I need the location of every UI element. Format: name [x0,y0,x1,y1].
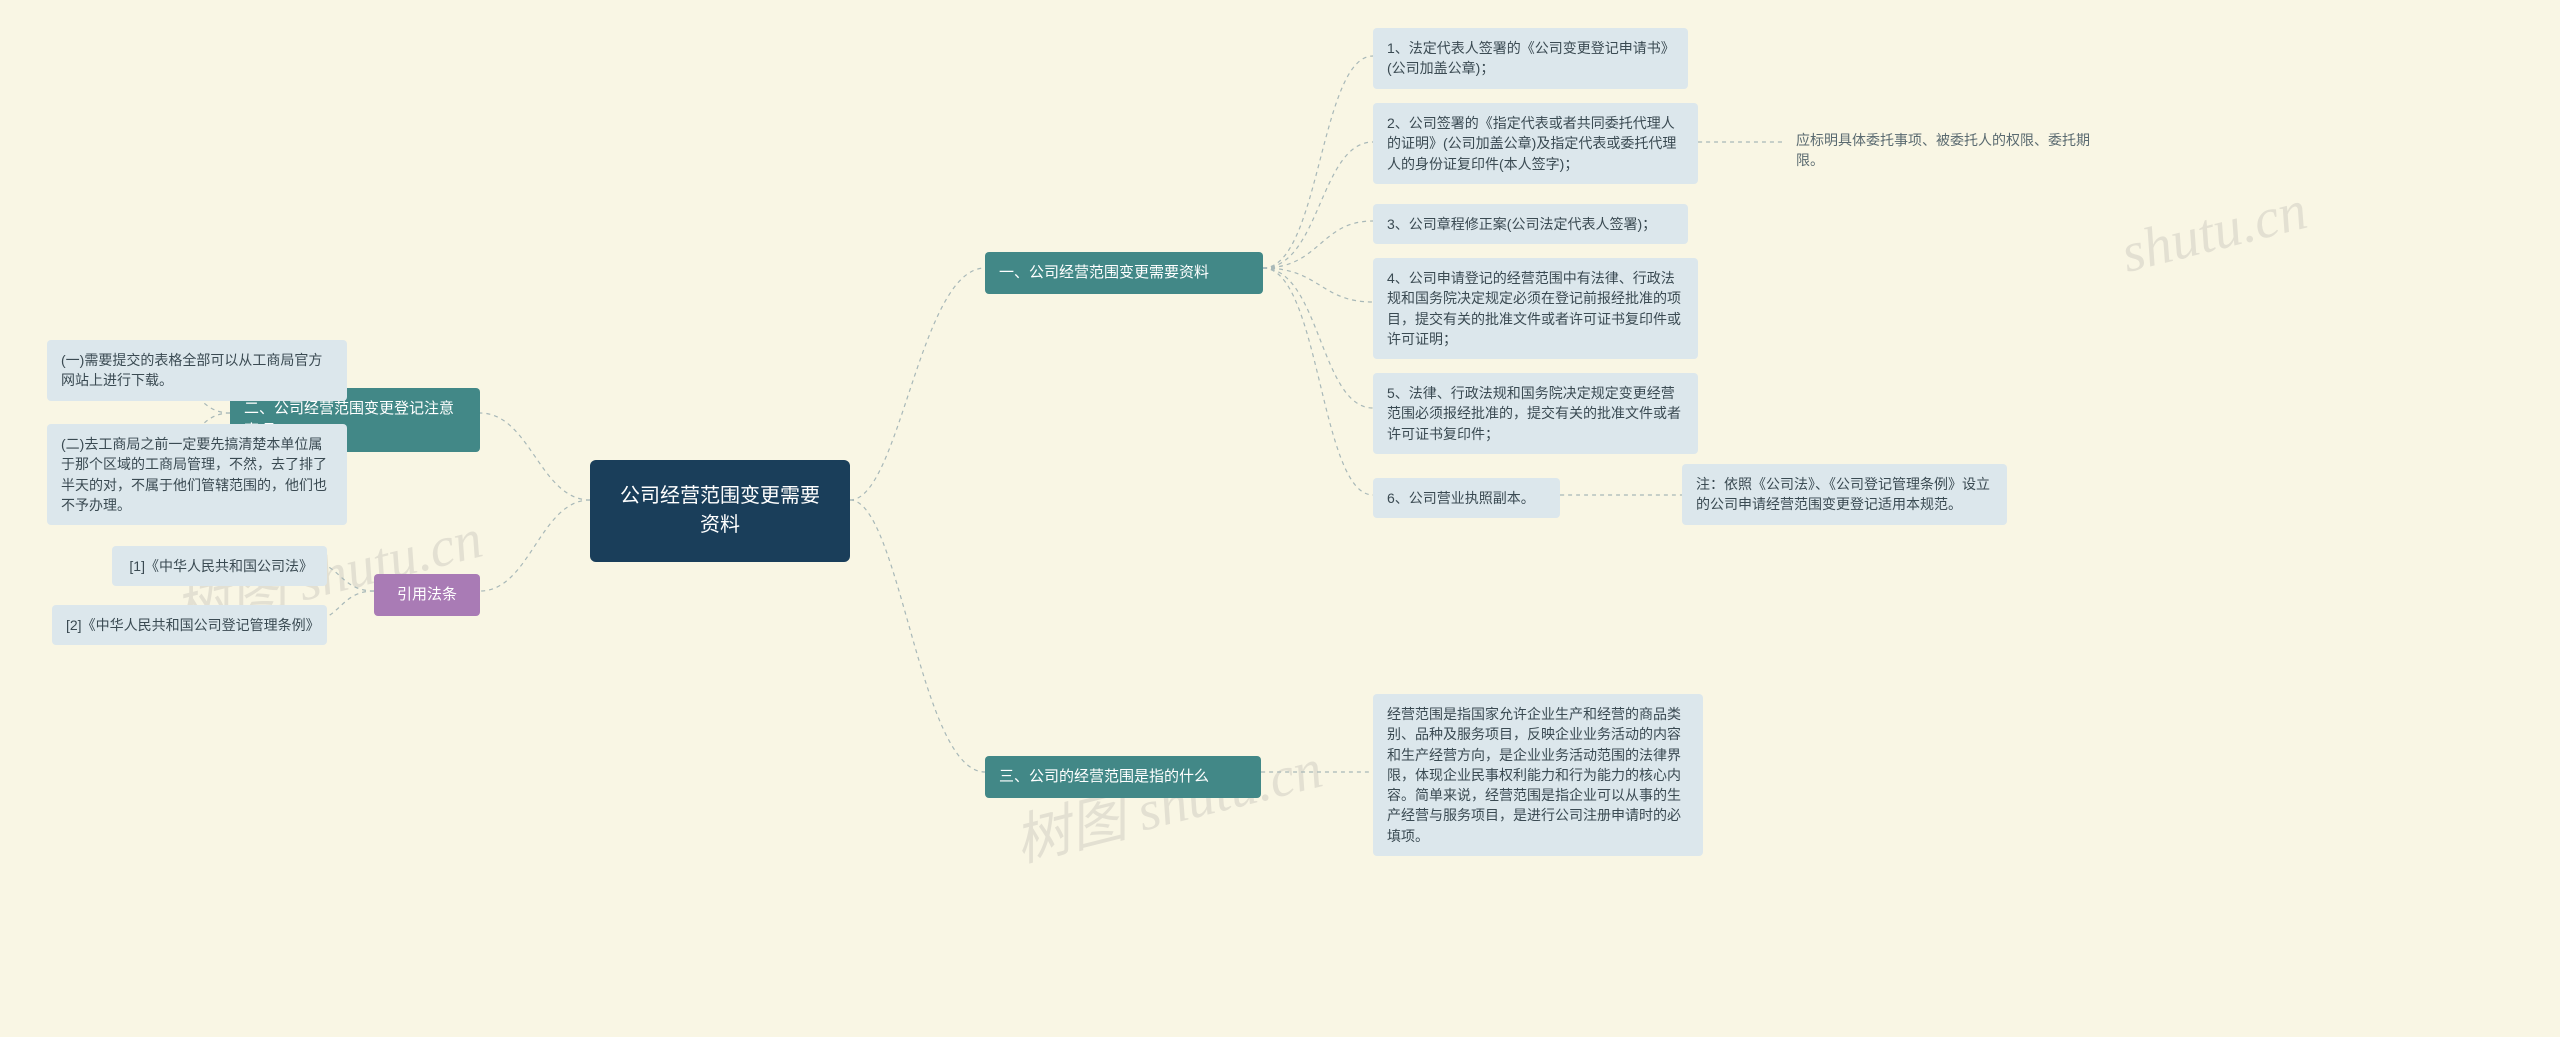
section1-item2-note: 应标明具体委托事项、被委托人的权限、委托期限。 [1782,120,2112,181]
section1-item5: 5、法律、行政法规和国务院决定规定变更经营范围必须报经批准的，提交有关的批准文件… [1373,373,1698,454]
refs-item1: [1]《中华人民共和国公司法》 [112,546,327,586]
watermark: 树图 shutu.cn [1005,723,1329,878]
refs-item2: [2]《中华人民共和国公司登记管理条例》 [52,605,327,645]
section1-item4: 4、公司申请登记的经营范围中有法律、行政法规和国务院决定规定必须在登记前报经批准… [1373,258,1698,359]
watermark: shutu.cn [2115,178,2313,286]
section-3: 三、公司的经营范围是指的什么 [985,756,1261,798]
section1-item3: 3、公司章程修正案(公司法定代表人签署)； [1373,204,1688,244]
section1-item1: 1、法定代表人签署的《公司变更登记申请书》(公司加盖公章)； [1373,28,1688,89]
section2-item-a: (一)需要提交的表格全部可以从工商局官方网站上进行下载。 [47,340,347,401]
section2-item-b: (二)去工商局之前一定要先搞清楚本单位属于那个区域的工商局管理，不然，去了排了半… [47,424,347,525]
connector-layer [0,0,2560,1037]
section1-item2: 2、公司签署的《指定代表或者共同委托代理人的证明》(公司加盖公章)及指定代表或委… [1373,103,1698,184]
section1-item6-note: 注：依照《公司法》、《公司登记管理条例》设立的公司申请经营范围变更登记适用本规范… [1682,464,2007,525]
section3-body: 经营范围是指国家允许企业生产和经营的商品类别、品种及服务项目，反映企业业务活动的… [1373,694,1703,856]
root-node: 公司经营范围变更需要资料 [590,460,850,562]
section1-item6: 6、公司营业执照副本。 [1373,478,1560,518]
section-1: 一、公司经营范围变更需要资料 [985,252,1263,294]
refs: 引用法条 [374,574,480,616]
